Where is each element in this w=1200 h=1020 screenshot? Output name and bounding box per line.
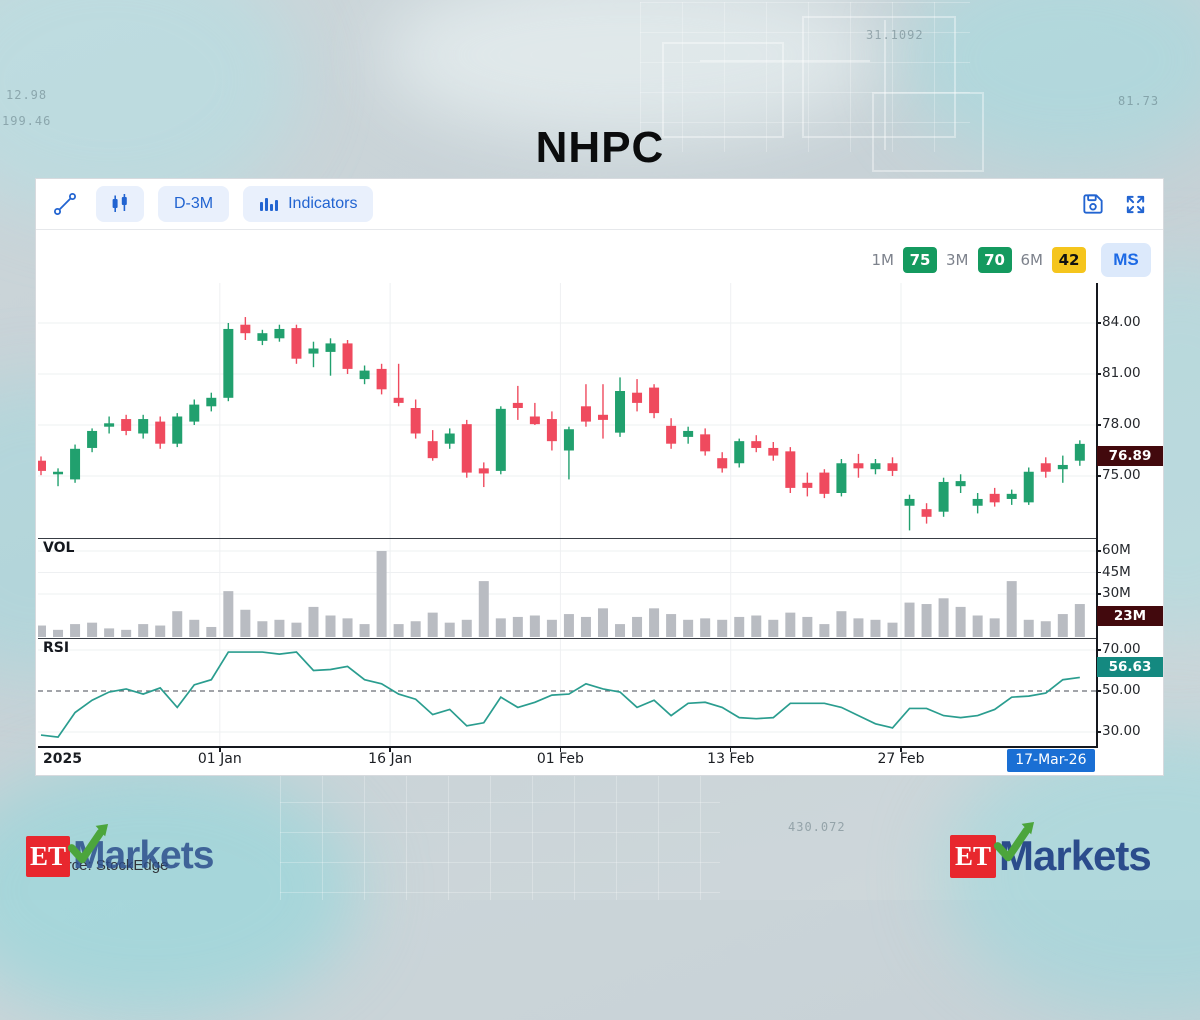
volume-axis-label: 45M [1102, 563, 1131, 580]
candlestick-icon [112, 194, 127, 212]
timeframe-button[interactable]: D-3M [158, 186, 230, 222]
x-axis-label: 16 Jan [368, 751, 413, 767]
price-axis-label-tick [1096, 373, 1101, 375]
decor-number: 81.73 [1118, 94, 1160, 108]
x-axis-tick [559, 746, 562, 752]
et-logo-box: ET [950, 834, 996, 878]
x-axis-tick [389, 746, 391, 752]
rsi-axis-label-tick [1096, 649, 1101, 651]
page-title: NHPC [535, 123, 665, 173]
trend-line-tool-button[interactable] [48, 186, 82, 222]
x-axis-label: 27 Feb [877, 751, 925, 767]
price-axis-label: 78.00 [1102, 416, 1141, 432]
x-axis-tick [729, 746, 732, 752]
volume-axis-label: 60M [1102, 542, 1131, 558]
et-markets-logo: ET Markets [950, 822, 1152, 880]
chart-card: D-3M Indicators [35, 178, 1164, 776]
x-axis-label: 13 Feb [707, 751, 755, 767]
volume-panel[interactable] [38, 539, 1096, 637]
perf-period-label: 1M [871, 251, 895, 269]
rsi-axis-label: 30.00 [1102, 723, 1141, 739]
perf-score-badge: 75 [903, 247, 937, 273]
decor-box [802, 16, 956, 138]
markets-wordmark: Markets [993, 822, 1152, 880]
rsi-panel-label: RSI [43, 640, 70, 656]
last-date-badge: 17-Mar-26 [1006, 749, 1095, 772]
volume-panel-label: VOL [43, 540, 75, 556]
indicators-icon [260, 198, 279, 211]
decor-number: 31.1092 [866, 28, 924, 42]
save-icon [1083, 194, 1103, 214]
rsi-axis-label: 50.00 [1102, 682, 1141, 698]
decor-grid [280, 772, 720, 900]
decor-glow [380, 0, 880, 140]
volume-axis-label: 30M [1102, 585, 1131, 601]
markets-wordmark: Markets [67, 824, 214, 878]
timeframe-label: D-3M [174, 195, 214, 212]
indicators-label: Indicators [288, 195, 358, 212]
price-panel[interactable] [38, 283, 1096, 538]
price-axis-label-tick [1096, 424, 1101, 426]
decor-number: 430.072 [788, 820, 846, 834]
price-axis-label-tick [1096, 322, 1101, 324]
decor-line [700, 60, 870, 62]
perf-score-badge: 42 [1052, 247, 1086, 273]
perf-score-badge: 70 [977, 247, 1012, 273]
price-axis-label: 81.00 [1102, 365, 1141, 381]
save-button[interactable] [1080, 191, 1106, 217]
x-axis-tick [900, 746, 902, 752]
indicators-button[interactable]: Indicators [243, 186, 374, 222]
fullscreen-button[interactable] [1124, 193, 1147, 216]
x-axis-label: 01 Feb [536, 751, 584, 767]
perf-period-label: 6M [1020, 251, 1044, 269]
fullscreen-icon [1126, 195, 1145, 213]
ms-button[interactable]: MS [1101, 243, 1151, 277]
toolbar-right [1080, 191, 1163, 217]
trend-line-icon [54, 193, 76, 215]
perf-period-label: 3M [946, 251, 969, 269]
et-logo-box: ET [26, 835, 70, 877]
volume-axis-label-tick [1096, 550, 1101, 552]
et-markets-logo: ET Markets [26, 824, 214, 878]
last-volume-badge: 23M [1097, 606, 1163, 626]
markets-check-icon [67, 824, 109, 864]
decor-glow [0, 760, 360, 1020]
x-axis-tick [219, 746, 221, 752]
rsi-axis-label-tick [1096, 731, 1101, 733]
price-axis-label: 84.00 [1102, 314, 1141, 330]
last-price-badge: 76.89 [1097, 446, 1163, 466]
x-axis-label: 01 Jan [197, 751, 242, 767]
et-logo-text: ET [954, 840, 992, 871]
price-axis-label-tick [1096, 475, 1101, 477]
volume-axis-label-tick [1096, 571, 1101, 574]
chart-type-button[interactable] [96, 186, 144, 222]
decor-number: 12.98 [6, 88, 48, 102]
rsi-axis-label-tick [1096, 690, 1101, 692]
performance-row: 1M 75 3M 70 6M 42 MS [871, 243, 1151, 277]
et-logo-text: ET [29, 840, 67, 871]
volume-axis-label-tick [1096, 593, 1101, 595]
rsi-panel[interactable] [38, 639, 1096, 746]
price-axis-label: 75.00 [1102, 467, 1141, 483]
last-rsi-badge: 56.63 [1097, 657, 1163, 677]
markets-check-icon [993, 822, 1035, 862]
x-axis-label: 2025 [43, 751, 82, 767]
chart-toolbar: D-3M Indicators [36, 179, 1163, 230]
rsi-axis-label: 70.00 [1102, 641, 1141, 657]
